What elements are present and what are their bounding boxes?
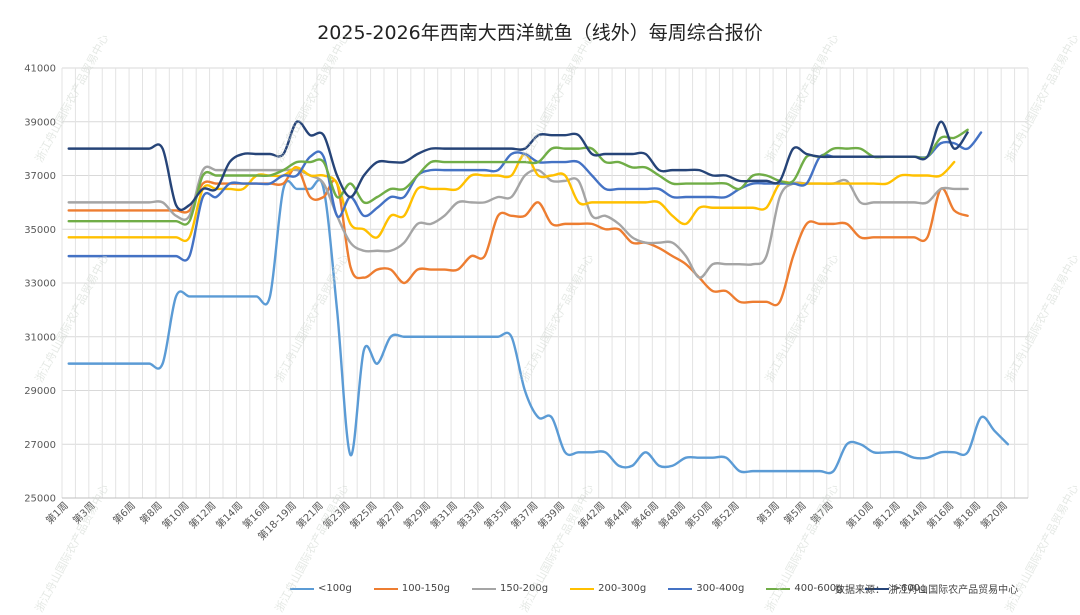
legend-label: >600g	[892, 583, 927, 594]
legend-swatch	[373, 587, 398, 590]
series-line	[67, 178, 1010, 475]
legend-label: <100g	[318, 583, 352, 594]
y-tick-label: 29000	[24, 386, 56, 397]
legend-item: 200-300g	[570, 583, 646, 594]
x-tick-label: 第10周	[843, 499, 875, 531]
x-tick-label: 第12周	[870, 499, 902, 531]
x-tick-label: 第44周	[602, 499, 634, 531]
x-tick-label: 第52周	[709, 499, 741, 531]
y-tick-label: 27000	[24, 440, 56, 451]
y-tick-label: 37000	[24, 171, 56, 182]
x-tick-label: 第29周	[401, 499, 433, 531]
x-tick-label: 第31周	[428, 499, 460, 531]
y-tick-label: 35000	[24, 225, 56, 236]
x-tick-label: 第10周	[159, 499, 191, 531]
x-tick-label: 第14周	[897, 499, 929, 531]
y-tick-label: 25000	[24, 494, 56, 505]
x-tick-label: 第35周	[481, 499, 513, 531]
chart-title: 2025-2026年西南大西洋鱿鱼（线外）每周综合报价	[317, 22, 763, 44]
legend-item: 100-150g	[373, 583, 450, 594]
legend-swatch	[766, 587, 791, 590]
x-tick-label: 第6周	[110, 499, 138, 527]
y-tick-label: 39000	[24, 117, 56, 128]
y-tick-label: 41000	[24, 64, 56, 75]
x-tick-label: 第25周	[347, 499, 379, 531]
x-tick-label: 第16周	[924, 499, 956, 531]
x-tick-label: 第33周	[454, 499, 486, 531]
legend-item: 300-400g	[668, 583, 744, 594]
legend-label: 150-200g	[499, 583, 549, 594]
series-line	[67, 120, 969, 212]
x-tick-label: 第12周	[186, 499, 218, 531]
x-tick-label: 第37周	[508, 499, 540, 531]
legend-item: 400-600g	[766, 583, 843, 594]
x-tick-label: 第46周	[629, 499, 661, 531]
x-tick-label: 第48周	[656, 499, 688, 531]
legend-item: 150-200g	[471, 583, 549, 594]
legend-swatch	[864, 587, 889, 590]
legend-label: 400-600g	[794, 583, 843, 594]
legend-swatch	[471, 587, 496, 590]
x-tick-label: 第14周	[213, 499, 245, 531]
x-tick-label: 第3周	[754, 499, 782, 527]
x-tick-label: 第20周	[978, 499, 1010, 531]
legend-swatch	[570, 587, 595, 590]
legend-swatch	[668, 587, 693, 590]
legend-item: <100g	[290, 583, 352, 594]
data-source: 数据来源： 浙江舟山国际农产品贸易中心	[835, 585, 1019, 596]
x-tick-label: 第50周	[682, 499, 714, 531]
series-line	[67, 166, 969, 307]
y-tick-label: 33000	[24, 279, 56, 290]
legend-swatch	[290, 587, 314, 590]
legend-label: 200-300g	[598, 583, 647, 594]
y-tick-label: 31000	[24, 332, 56, 343]
x-tick-label: 第18周	[951, 499, 983, 531]
legend-label: 100-150g	[401, 583, 450, 594]
chart-legend: <100g 100-150g 150-200g 200-300g 300-400g 400…	[290, 583, 926, 594]
legend-item: >600g	[864, 583, 927, 594]
legend-label: 300-400g	[696, 583, 745, 594]
x-tick-label: 第27周	[374, 499, 406, 531]
